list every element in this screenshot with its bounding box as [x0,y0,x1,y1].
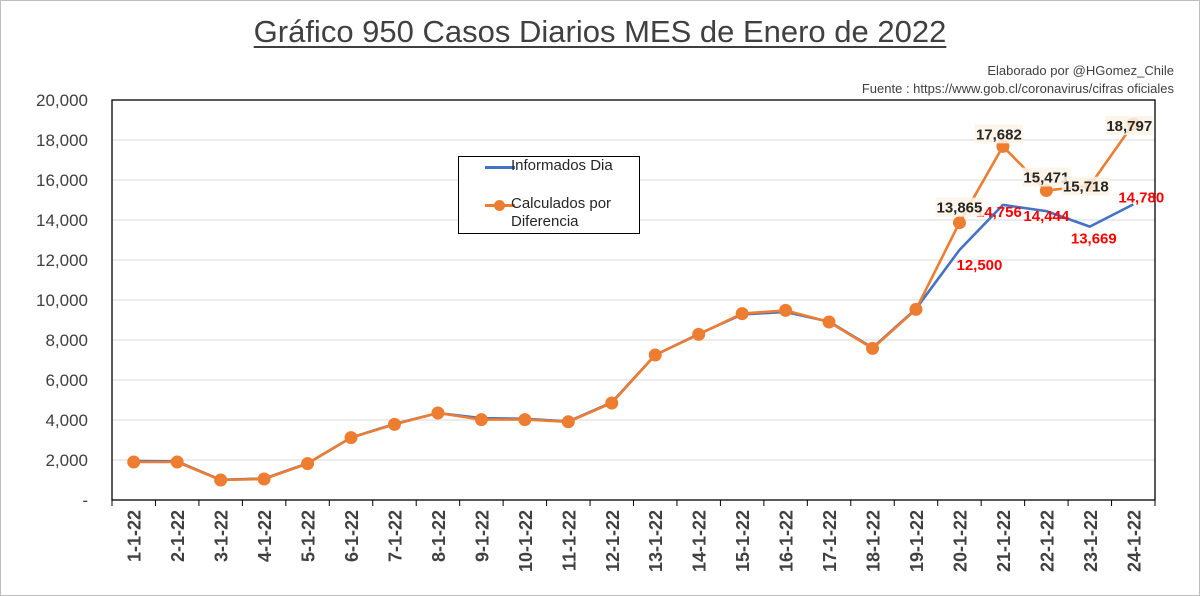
point-calculados [605,396,619,410]
point-calculados [170,455,184,469]
data-label-informados: 14,756 [976,204,1022,221]
x-tick-label: 5-1-22 [299,510,319,562]
x-tick-label: 15-1-22 [733,510,753,572]
x-tick-label: 9-1-22 [472,510,492,562]
point-calculados [344,431,358,445]
x-tick-label: 17-1-22 [820,510,840,572]
data-label-bg [1105,116,1154,136]
x-tick-label: 8-1-22 [429,510,449,562]
x-tick-label: 3-1-22 [212,510,232,562]
data-label-calculados: 15,718 [1063,179,1109,196]
legend-marker-calculados [494,200,505,211]
author-credit: Elaborado por @HGomez_Chile [987,63,1174,78]
point-calculados [909,302,923,316]
point-calculados [561,415,575,429]
data-label-informados: 14,780 [1118,189,1164,206]
point-calculados [301,457,315,471]
x-tick-label: 24-1-22 [1124,510,1144,572]
data-label-calculados: 13,865 [936,200,982,217]
series-line-informados [133,203,1134,482]
data-label-informados: 13,669 [1071,231,1117,248]
y-tick-label: 14,000 [36,211,88,230]
y-tick-label: 2,000 [45,451,88,470]
source-credit: Fuente : https://www.gob.cl/coronavirus/… [861,81,1174,96]
y-tick-label: 12,000 [36,251,88,270]
y-tick-label: 6,000 [45,371,88,390]
point-calculados [214,473,228,487]
legend-label-calculados: Calculados por Diferencia [511,195,612,230]
x-tick-label: 14-1-22 [690,510,710,572]
x-tick-label: 6-1-22 [342,510,362,562]
data-label-bg [974,124,1023,144]
data-label-bg [1022,167,1071,187]
x-tick-label: 2-1-22 [168,510,188,562]
x-tick-label: 23-1-22 [1081,510,1101,572]
x-tick-label: 11-1-22 [559,510,579,571]
x-tick-label: 7-1-22 [385,510,405,562]
y-tick-label: 20,000 [36,91,88,110]
y-tick-label: 16,000 [36,171,88,190]
legend-line-informados [485,166,515,169]
data-label-calculados: 18,797 [1106,118,1152,135]
data-label-calculados: 15,471 [1023,170,1069,187]
x-tick-label: 10-1-22 [516,510,536,572]
x-tick-label: 18-1-22 [864,510,884,572]
point-calculados [257,472,271,486]
x-tick-label: 21-1-22 [994,510,1014,572]
x-tick-label: 1-1-22 [125,510,145,562]
y-tick-label: 18,000 [36,131,88,150]
point-calculados [1039,184,1053,198]
y-tick-label: 8,000 [45,331,88,350]
data-label-informados: 14,444 [1023,208,1070,225]
y-tick-label: 10,000 [36,291,88,310]
y-tick-label: - [82,491,88,510]
x-tick-label: 20-1-22 [950,510,970,572]
data-label-informados: 12,500 [956,257,1002,274]
x-tick-label: 13-1-22 [646,510,666,572]
point-calculados [127,455,141,469]
data-label-bg [1061,176,1110,196]
legend-label-informados: Informados Dia [511,157,613,174]
point-calculados [866,341,880,355]
point-calculados [735,307,749,321]
x-tick-label: 22-1-22 [1037,510,1057,572]
point-calculados [431,406,445,420]
point-calculados [474,413,488,427]
x-tick-label: 16-1-22 [777,510,797,572]
point-calculados [822,315,836,329]
point-calculados [779,303,793,317]
point-calculados [387,417,401,431]
point-calculados [692,327,706,341]
x-tick-label: 4-1-22 [255,510,275,562]
chart-title: Gráfico 950 Casos Diarios MES de Enero d… [253,14,947,49]
x-tick-label: 19-1-22 [907,510,927,572]
data-label-bg [935,197,984,217]
x-tick-label: 12-1-22 [603,510,623,572]
chart-legend: Informados Dia Calculados por Diferencia [458,156,640,234]
point-calculados [648,348,662,362]
data-label-calculados: 17,682 [976,126,1022,143]
point-calculados [518,413,532,427]
y-tick-label: 4,000 [45,411,88,430]
point-calculados [952,216,966,230]
